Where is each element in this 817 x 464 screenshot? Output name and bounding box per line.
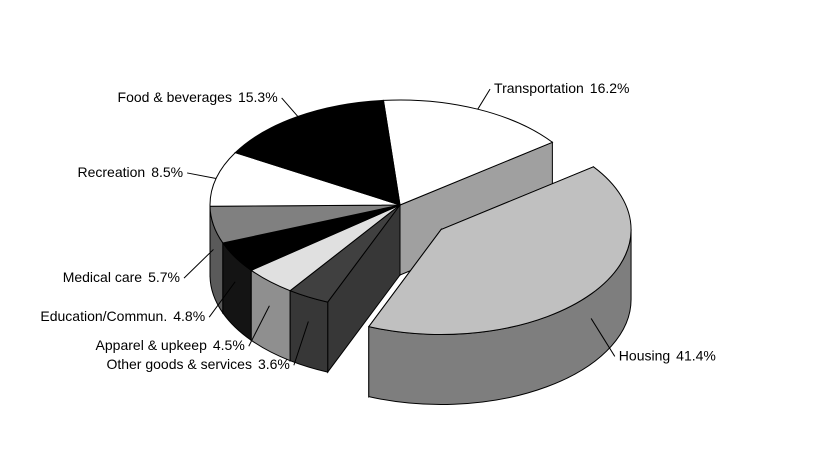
slice <box>382 99 554 206</box>
leader-line <box>293 321 309 366</box>
leader-line <box>208 281 236 318</box>
value-label: 15.3% <box>238 89 278 105</box>
slice-label: Medical care 5.7% <box>63 269 180 285</box>
value-label: 3.6% <box>258 356 290 372</box>
category-label: Other goods & services <box>106 356 252 372</box>
slice-label: Apparel & upkeep 4.5% <box>96 337 245 353</box>
value-label: 5.7% <box>148 269 180 285</box>
category-label: Food & beverages <box>118 89 232 105</box>
category-label: Apparel & upkeep <box>96 337 208 353</box>
leader-line <box>477 88 491 110</box>
value-label: 41.4% <box>676 347 716 363</box>
value-label: 4.5% <box>213 337 245 353</box>
value-label: 8.5% <box>151 164 183 180</box>
category-label: Medical care <box>63 269 143 285</box>
slice-label: Housing 41.4% <box>619 347 716 363</box>
slice-label: Other goods & services 3.6% <box>106 356 289 372</box>
slice <box>367 166 632 336</box>
leader-line <box>248 305 270 347</box>
slice <box>234 99 401 206</box>
category-label: Transportation <box>494 80 584 96</box>
leader-line <box>590 318 616 357</box>
category-label: Housing <box>619 347 670 363</box>
leader-line <box>187 172 217 179</box>
slice-label: Food & beverages 15.3% <box>118 89 278 105</box>
leader-line <box>183 249 214 279</box>
category-label: Recreation <box>77 164 145 180</box>
value-label: 16.2% <box>590 80 630 96</box>
slice-label: Education/Commun. 4.8% <box>40 308 205 324</box>
slice-label: Transportation 16.2% <box>494 80 629 96</box>
value-label: 4.8% <box>173 308 205 324</box>
leader-line <box>281 97 299 117</box>
category-label: Education/Commun. <box>40 308 167 324</box>
slice-label: Recreation 8.5% <box>77 164 183 180</box>
slice <box>209 152 401 207</box>
